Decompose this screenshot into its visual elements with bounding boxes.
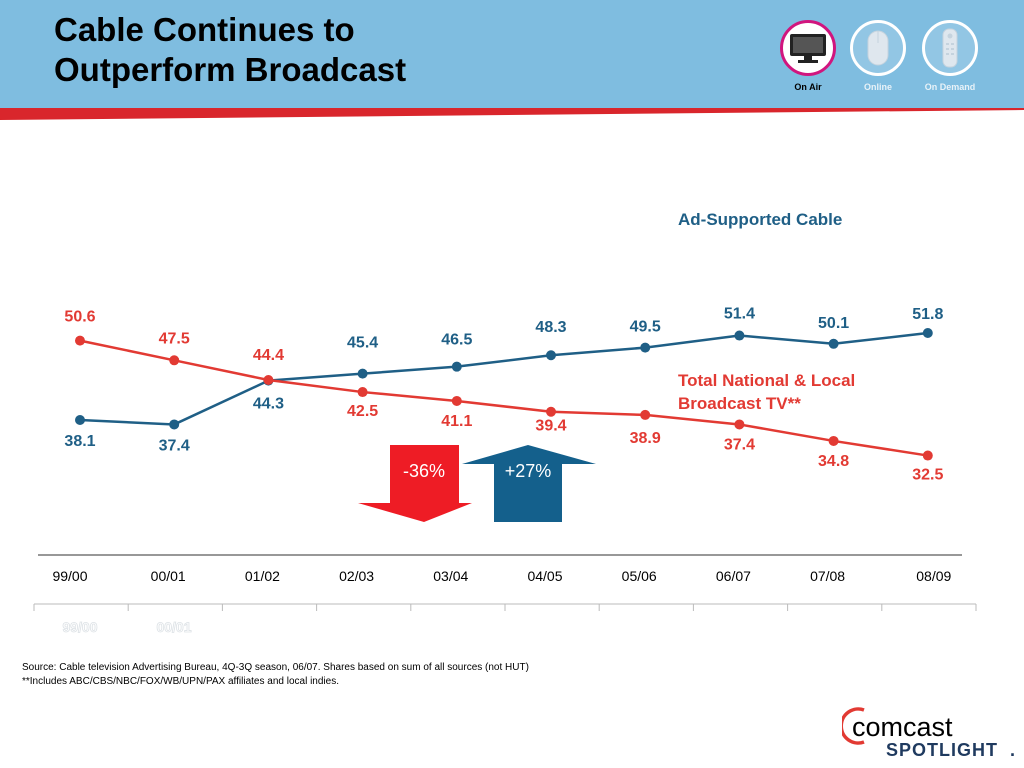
tv-icon <box>790 34 826 63</box>
cable-point <box>640 342 651 353</box>
x-tick-label: 07/08 <box>810 568 845 584</box>
logo-sub: SPOTLIGHT <box>886 740 998 760</box>
broadcast-data-label: 41.1 <box>441 413 472 430</box>
footnotes: Source: Cable television Advertising Bur… <box>22 661 529 689</box>
remote-icon <box>942 28 958 68</box>
broadcast-point <box>922 450 933 461</box>
title-line-2: Outperform Broadcast <box>54 51 407 88</box>
title-line-1: Cable Continues to <box>54 11 355 48</box>
mouse-icon <box>867 30 889 66</box>
on-demand-circle <box>922 20 978 76</box>
x-tick-label: 04/05 <box>527 568 562 584</box>
cable-point <box>75 415 85 425</box>
on-demand-label: On Demand <box>924 82 976 92</box>
cable-point <box>546 350 556 361</box>
broadcast-data-label: 47.5 <box>159 330 190 347</box>
cable-point <box>734 330 745 341</box>
cable-data-label: 45.4 <box>347 335 378 352</box>
x-tick-label: 02/03 <box>339 568 374 584</box>
broadcast-data-label: 38.9 <box>630 430 661 447</box>
cable-point <box>357 368 368 379</box>
online-circle <box>850 20 906 76</box>
nav-on-air[interactable]: On Air <box>778 20 838 92</box>
comcast-spotlight-logo: comcast SPOTLIGHT . <box>842 707 1015 760</box>
x-tick-label: 01/02 <box>245 568 280 584</box>
x-tick-label: 00/01 <box>151 568 186 584</box>
cable-data-label: 38.1 <box>64 433 95 450</box>
up-arrow-label: +27% <box>505 461 552 481</box>
cable-data-label: 44.3 <box>253 396 284 413</box>
broadcast-point <box>828 435 839 446</box>
cable-point <box>922 328 933 339</box>
cable-point <box>828 338 839 349</box>
x-tick-label: 05/06 <box>622 568 657 584</box>
cable-data-label: 46.5 <box>441 332 472 349</box>
broadcast-series-label-line2: Broadcast TV** <box>678 394 801 413</box>
cable-point <box>451 361 462 372</box>
broadcast-data-label: 39.4 <box>535 418 566 435</box>
cable-data-label: 48.3 <box>535 319 566 336</box>
online-label: Online <box>863 82 892 92</box>
on-air-circle <box>780 20 836 76</box>
broadcast-line <box>79 339 928 457</box>
nav-online[interactable]: Online <box>848 20 908 92</box>
broadcast-data-label: 34.8 <box>818 453 849 470</box>
cable-data-label: 50.1 <box>818 315 849 332</box>
down-arrow-label: -36% <box>403 461 445 481</box>
broadcast-point <box>640 409 651 420</box>
cable-data-label: 51.8 <box>912 306 943 323</box>
header-stripe <box>0 108 1024 120</box>
x-tick-label: 03/04 <box>433 568 468 584</box>
nav-on-demand[interactable]: On Demand <box>920 20 980 92</box>
x-tick-label: 08/09 <box>916 568 951 584</box>
broadcast-point <box>263 374 274 385</box>
broadcast-data-label: 50.6 <box>64 309 95 326</box>
ghost-tick-label: 00/01 <box>156 619 191 635</box>
line-chart: 99/00 00/01 01/02 02/03 03/04 04/05 05/06 06/07… <box>33 210 977 635</box>
x-tick-label: 99/00 <box>52 568 87 584</box>
broadcast-point <box>546 406 556 417</box>
broadcast-data-label: 42.5 <box>347 403 378 420</box>
cable-series-label: Ad-Supported Cable <box>678 210 842 229</box>
affiliates-note: **Includes ABC/CBS/NBC/FOX/WB/UPN/PAX af… <box>22 676 339 687</box>
on-air-label: On Air <box>794 82 822 92</box>
broadcast-point <box>357 387 368 398</box>
source-note: Source: Cable television Advertising Bur… <box>22 662 529 673</box>
broadcast-point <box>734 419 745 430</box>
up-arrow <box>462 445 596 522</box>
x-tick-label: 06/07 <box>716 568 751 584</box>
broadcast-point <box>75 335 85 346</box>
page-title: Cable Continues to Outperform Broadcast <box>54 10 406 90</box>
cable-data-label: 51.4 <box>724 306 755 323</box>
cable-data-label: 37.4 <box>159 437 190 454</box>
broadcast-data-label: 37.4 <box>724 436 755 453</box>
logo-trademark: . <box>1010 740 1015 760</box>
cable-line <box>79 331 928 426</box>
broadcast-series-label-line1: Total National & Local <box>678 371 855 390</box>
broadcast-point <box>451 395 462 406</box>
cable-point <box>169 419 180 430</box>
ghost-tick-label: 99/00 <box>62 619 97 635</box>
broadcast-data-label: 32.5 <box>912 467 943 484</box>
cable-data-label: 49.5 <box>630 319 661 336</box>
logo-brand: comcast <box>852 712 953 742</box>
broadcast-data-label: 44.4 <box>253 347 284 364</box>
down-arrow <box>358 445 472 522</box>
broadcast-point <box>169 355 180 366</box>
